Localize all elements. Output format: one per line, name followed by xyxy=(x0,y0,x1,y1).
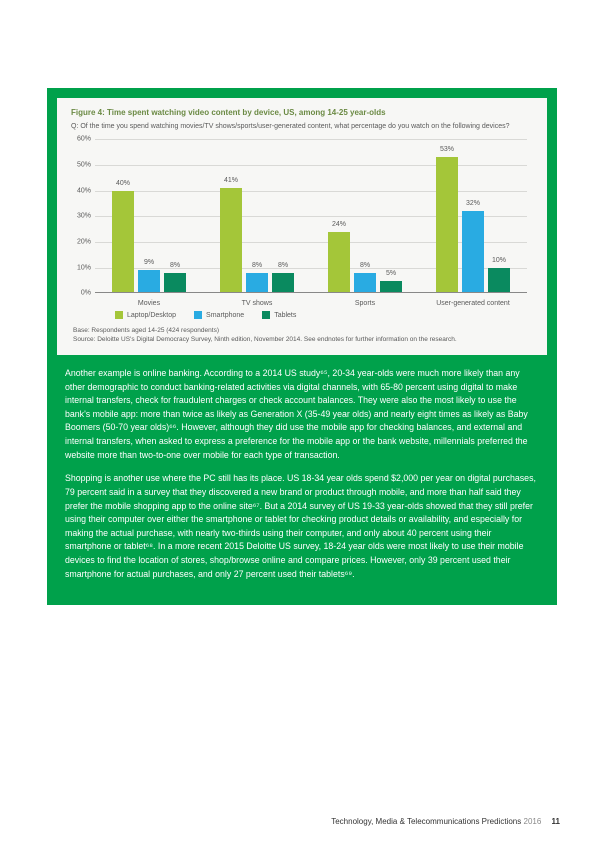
chart-bar: 32% xyxy=(462,211,484,293)
chart-group: 40%9%8%Movies xyxy=(95,139,203,293)
legend-label: Tablets xyxy=(274,312,296,319)
footer-page-number: 11 xyxy=(552,817,560,826)
figure-question: Q: Of the time you spend watching movies… xyxy=(71,122,533,131)
bar-value-label: 5% xyxy=(380,270,402,277)
chart-group: 53%32%10%User-generated content xyxy=(419,139,527,293)
bar-value-label: 41% xyxy=(220,177,242,184)
chart-bar: 8% xyxy=(246,273,268,294)
y-tick-label: 50% xyxy=(77,162,91,169)
legend-item: Laptop/Desktop xyxy=(115,311,176,319)
chart-group: 24%8%5%Sports xyxy=(311,139,419,293)
category-label: TV shows xyxy=(203,300,311,307)
chart-footnote: Base: Respondents aged 14-25 (424 respon… xyxy=(73,327,533,345)
legend-item: Tablets xyxy=(262,311,296,319)
y-tick-label: 10% xyxy=(77,264,91,271)
bar-value-label: 53% xyxy=(436,146,458,153)
bar-value-label: 24% xyxy=(328,221,350,228)
chart-bar: 9% xyxy=(138,270,160,293)
footer-year: 2016 xyxy=(524,817,542,826)
bar-chart: 0%10%20%30%40%50%60% 40%9%8%Movies41%8%8… xyxy=(95,139,527,309)
chart-bar: 24% xyxy=(328,232,350,294)
legend-swatch xyxy=(262,311,270,319)
y-tick-label: 20% xyxy=(77,239,91,246)
x-axis-line xyxy=(95,292,527,293)
chart-bar: 40% xyxy=(112,191,134,294)
bar-value-label: 8% xyxy=(272,262,294,269)
footer-publication: Technology, Media & Telecommunications P… xyxy=(331,817,521,826)
y-tick-label: 0% xyxy=(81,290,91,297)
chart-legend: Laptop/Desktop Smartphone Tablets xyxy=(115,311,533,319)
bar-value-label: 8% xyxy=(354,262,376,269)
figure-title: Figure 4: Time spent watching video cont… xyxy=(71,108,533,117)
category-label: User-generated content xyxy=(419,300,527,307)
chart-bar: 10% xyxy=(488,268,510,294)
chart-bar: 41% xyxy=(220,188,242,293)
legend-item: Smartphone xyxy=(194,311,244,319)
legend-swatch xyxy=(115,311,123,319)
category-label: Movies xyxy=(95,300,203,307)
body-text: Another example is online banking. Accor… xyxy=(57,355,547,581)
bar-value-label: 10% xyxy=(488,257,510,264)
legend-label: Smartphone xyxy=(206,312,244,319)
bar-value-label: 32% xyxy=(462,200,484,207)
y-tick-label: 30% xyxy=(77,213,91,220)
bar-value-label: 8% xyxy=(164,262,186,269)
source-text: Source: Deloitte US's Digital Democracy … xyxy=(73,336,533,345)
chart-bar: 8% xyxy=(272,273,294,294)
chart-plot: 40%9%8%Movies41%8%8%TV shows24%8%5%Sport… xyxy=(95,139,527,293)
y-tick-label: 40% xyxy=(77,187,91,194)
chart-bar: 8% xyxy=(164,273,186,294)
bar-value-label: 9% xyxy=(138,259,160,266)
y-axis: 0%10%20%30%40%50%60% xyxy=(71,139,93,293)
report-panel: Figure 4: Time spent watching video cont… xyxy=(47,88,557,605)
paragraph-2: Shopping is another use where the PC sti… xyxy=(65,472,539,581)
chart-bar: 53% xyxy=(436,157,458,293)
bar-value-label: 40% xyxy=(112,180,134,187)
y-tick-label: 60% xyxy=(77,136,91,143)
paragraph-1: Another example is online banking. Accor… xyxy=(65,367,539,462)
base-text: Base: Respondents aged 14-25 (424 respon… xyxy=(73,327,533,336)
legend-swatch xyxy=(194,311,202,319)
page-footer: Technology, Media & Telecommunications P… xyxy=(331,817,560,826)
chart-bar: 8% xyxy=(354,273,376,294)
chart-group: 41%8%8%TV shows xyxy=(203,139,311,293)
legend-label: Laptop/Desktop xyxy=(127,312,176,319)
bar-value-label: 8% xyxy=(246,262,268,269)
category-label: Sports xyxy=(311,300,419,307)
chart-panel: Figure 4: Time spent watching video cont… xyxy=(57,98,547,355)
